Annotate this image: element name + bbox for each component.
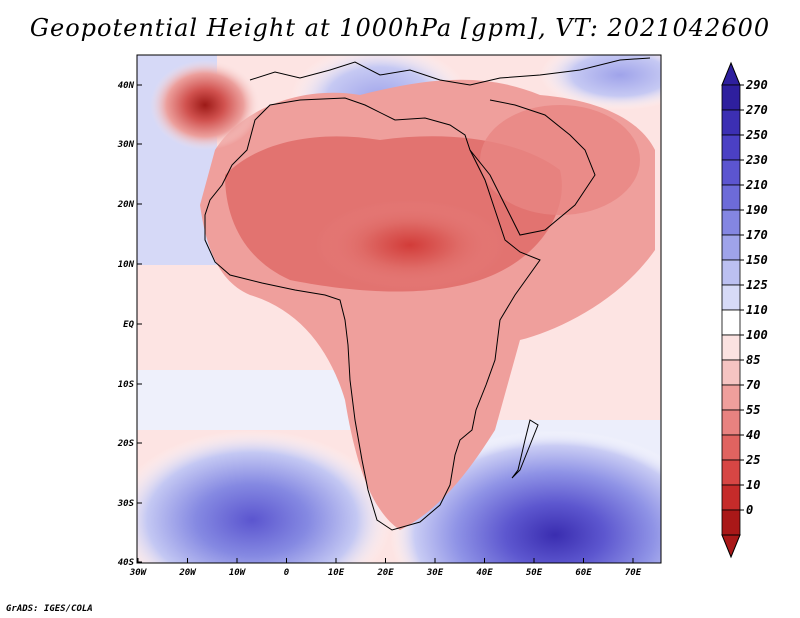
lon-tick-label: 30W <box>129 568 148 578</box>
colorbar-label: 55 <box>746 403 760 417</box>
lon-tick-label: 10W <box>229 568 247 578</box>
sahel-heat-core <box>315 200 505 290</box>
lat-tick-label: 10S <box>118 380 135 390</box>
grads-credit: GrADS: IGES/COLA <box>6 604 93 614</box>
colorbar-label: 150 <box>746 253 768 267</box>
colorbar-band <box>721 509 741 536</box>
colorbar-bottom-arrow <box>721 534 741 559</box>
lon-tick-label: 30E <box>426 568 444 578</box>
colorbar-label: 270 <box>745 103 768 117</box>
colorbar-label: 100 <box>746 328 768 342</box>
lon-tick-label: 20E <box>376 568 394 578</box>
lon-tick-label: 10E <box>328 568 345 578</box>
colorbar-band <box>721 259 741 286</box>
lat-tick-label: EQ <box>123 320 134 330</box>
lat-tick-label: 20N <box>117 200 135 210</box>
south-atlantic-band <box>137 370 357 430</box>
chart-title: Geopotential Height at 1000hPa [gpm], VT… <box>29 14 771 42</box>
colorbar-band <box>721 184 741 211</box>
lat-tick-label: 10N <box>118 260 135 270</box>
arabia-coastline <box>469 99 596 236</box>
colorbar-band <box>721 134 741 161</box>
arabia-heat <box>480 105 640 215</box>
colorbar-label: 190 <box>746 203 768 217</box>
colorbar-band <box>721 409 741 436</box>
lat-tick-label: 30N <box>117 140 135 150</box>
colorbar-band <box>721 234 741 261</box>
colorbar-label: 290 <box>745 78 768 92</box>
colorbar: 2902702502302101901701501251101008570554… <box>721 61 768 559</box>
colorbar-top-arrow <box>721 61 741 86</box>
colorbar-label: 230 <box>745 153 768 167</box>
colorbar-label: 0 <box>746 503 753 517</box>
colorbar-label: 85 <box>746 353 760 367</box>
coastlines <box>204 57 651 531</box>
axis-ticks <box>137 84 634 563</box>
lat-tick-label: 30S <box>117 499 135 509</box>
lat-tick-label: 20S <box>117 439 135 449</box>
europe-coastline <box>249 57 651 86</box>
colorbar-label: 10 <box>746 478 760 492</box>
northeast-low <box>540 55 661 110</box>
colorbar-band <box>721 384 741 411</box>
lon-tick-label: 40E <box>476 568 493 578</box>
colorbar-band <box>721 459 741 486</box>
map-frame <box>136 54 662 564</box>
lat-tick-label: 40S <box>118 558 135 568</box>
axis-labels: 30W 20W 10W 0 10E 20E 30E 40E 50E 60E 70E 40N 30N 20N… <box>117 81 642 578</box>
colorbar-label: 25 <box>745 453 760 467</box>
madagascar-coastline <box>511 419 539 479</box>
southwest-low <box>137 430 392 563</box>
map-panel <box>137 55 661 563</box>
colorbar-label: 250 <box>745 128 768 142</box>
colorbar-label: 210 <box>745 178 768 192</box>
colorbar-band <box>721 434 741 461</box>
colorbar-band <box>721 209 741 236</box>
colorbar-band <box>721 84 741 111</box>
lon-tick-label: 60E <box>575 568 592 578</box>
colorbar-band <box>721 109 741 136</box>
lon-tick-label: 70E <box>625 568 642 578</box>
colorbar-label: 110 <box>746 303 768 317</box>
azores-high <box>150 60 260 150</box>
colorbar-label: 70 <box>746 378 760 392</box>
lat-tick-label: 40N <box>118 81 135 91</box>
colorbar-label: 170 <box>746 228 768 242</box>
lon-tick-label: 50E <box>526 568 543 578</box>
colorbar-label: 40 <box>746 428 760 442</box>
colorbar-band <box>721 359 741 386</box>
colorbar-label: 125 <box>746 278 768 292</box>
africa-coastline <box>204 97 541 531</box>
colorbar-band <box>721 309 741 336</box>
colorbar-band <box>721 284 741 311</box>
colorbar-band <box>721 334 741 361</box>
lon-tick-label: 20W <box>178 568 197 578</box>
colorbar-band <box>721 159 741 186</box>
lon-tick-label: 0 <box>284 568 290 578</box>
colorbar-band <box>721 484 741 511</box>
